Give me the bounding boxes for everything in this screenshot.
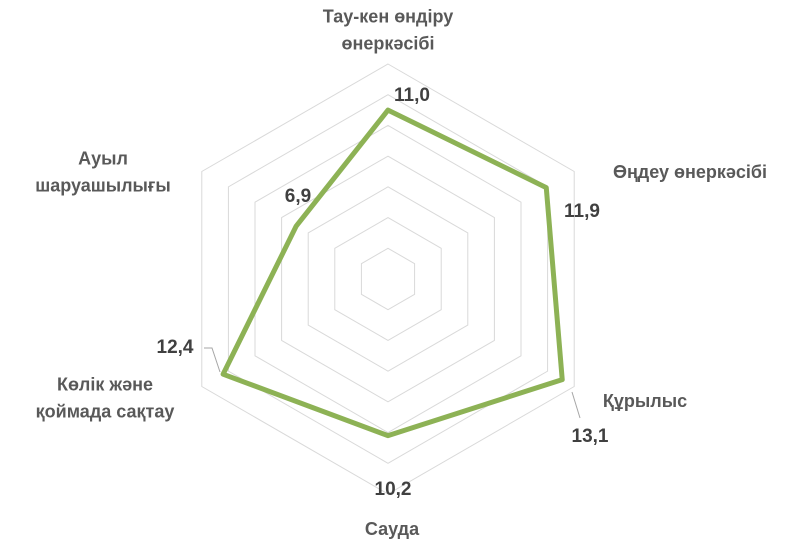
grid-ring [360, 247, 416, 311]
category-label: Өңдеу өнеркәсібі [613, 162, 767, 182]
leader-line [571, 391, 581, 419]
grid-ring [201, 63, 575, 495]
grid-ring [334, 216, 442, 342]
value-label: 6,9 [285, 186, 311, 207]
grid-ring [227, 94, 549, 464]
value-label: 10,2 [375, 479, 412, 500]
value-label: 12,4 [157, 337, 194, 358]
category-label: Көлік және қоймада сақтау [36, 374, 175, 421]
category-label: Ауыл шаруашылығы [35, 148, 171, 195]
value-label: 11,9 [564, 201, 600, 222]
data-line [220, 107, 565, 439]
category-label: Құрылыс [603, 391, 687, 411]
leader-line [204, 347, 221, 373]
grid-ring [254, 124, 522, 434]
grid-ring [307, 186, 469, 372]
category-label: Сауда [365, 519, 420, 539]
grid-ring [281, 155, 495, 403]
value-label: 11,0 [394, 85, 430, 106]
category-label: Тау-кен өндіру өнеркәсібі [323, 6, 454, 53]
value-label: 13,1 [572, 426, 609, 447]
